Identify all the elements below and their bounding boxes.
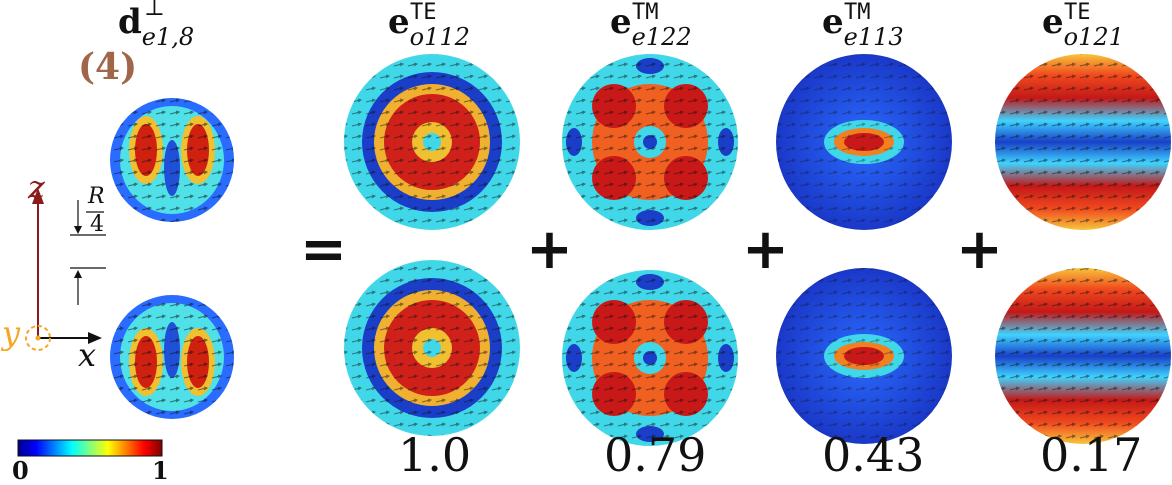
map-e-o121-top [995, 54, 1171, 230]
plus-sign-1: + [526, 217, 573, 282]
plus-sign-2: + [742, 217, 789, 282]
coefficient-o112: 1.0 [398, 428, 472, 482]
equals-sign: = [300, 217, 347, 282]
scale-denominator: 4 [90, 212, 104, 237]
header-e-o112: e TE o112 [388, 0, 470, 51]
figure-label: (4) [78, 46, 138, 88]
map-e-e113-top [776, 54, 952, 230]
colorbar [17, 439, 163, 457]
header-e-e122: e TM e122 [610, 0, 692, 51]
coefficient-e113: 0.43 [822, 428, 925, 482]
header-d: d ⊥ e1,8 [118, 0, 195, 51]
map-e-o112-top [344, 54, 520, 230]
colorbar-max-label: 1 [152, 456, 169, 485]
map-d-bottom [110, 295, 234, 419]
map-e-o121-bottom [995, 268, 1171, 444]
plus-sign-3: + [956, 217, 1003, 282]
x-axis-label: x [78, 336, 97, 374]
map-e-o112-bottom [344, 260, 520, 436]
map-e-e122-bottom [562, 270, 738, 446]
header-e-e113: e TM e113 [822, 0, 904, 51]
coefficient-e122: 0.79 [604, 428, 707, 482]
z-axis-label: z [28, 168, 45, 206]
header-e-o121: e TE o121 [1042, 0, 1124, 51]
scale-numerator: R [88, 184, 105, 209]
colorbar-min-label: 0 [12, 456, 29, 485]
y-axis-label: y [2, 314, 21, 352]
map-d-top [110, 98, 234, 222]
coordinate-axes [25, 188, 106, 351]
coefficient-o121: 0.17 [1040, 428, 1143, 482]
map-e-e113-bottom [776, 268, 952, 444]
map-e-e122-top [562, 54, 738, 230]
